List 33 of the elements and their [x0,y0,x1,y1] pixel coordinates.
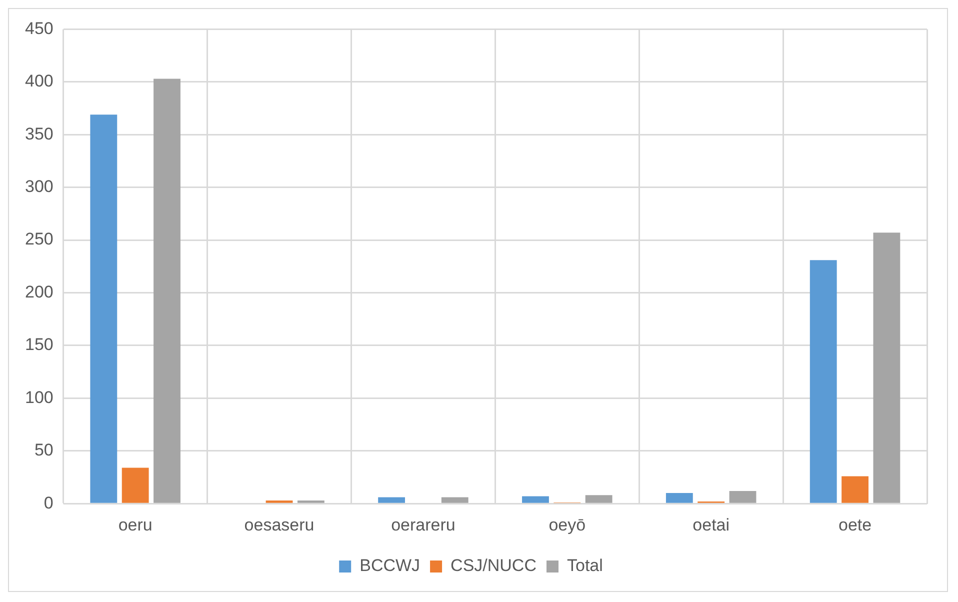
legend-label: Total [566,556,603,576]
y-tick-label: 50 [34,440,54,460]
y-tick-label: 400 [24,72,54,91]
bar [441,497,468,503]
y-tick-label: 0 [44,493,54,512]
y-tick-label: 250 [24,230,54,249]
legend-label: BCCWJ [360,556,420,576]
x-tick-label: oesaseru [244,515,314,534]
legend-label: CSJ/NUCC [450,556,536,576]
bar [378,497,406,503]
y-tick-label: 450 [24,18,54,38]
x-tick-label: oetai [692,515,730,534]
bar [842,476,868,503]
bar [810,260,837,503]
y-tick-label: 200 [24,282,54,302]
x-tick-label: oeyō [548,515,586,534]
bar [873,232,900,503]
y-tick-label: 300 [24,177,54,196]
y-tick-label: 100 [24,388,54,407]
y-tick-label: 150 [24,335,54,354]
x-tick-label: oeru [118,515,152,534]
y-tick-label: 350 [24,124,54,144]
bar [122,468,149,503]
bar [729,490,756,503]
bar [266,500,293,503]
bar [666,493,693,503]
x-tick-label: oete [838,515,872,534]
bar [90,114,118,503]
bar [154,78,180,503]
bar [297,500,324,503]
bar [522,496,549,503]
bar [585,495,612,503]
x-tick-label: oerareru [391,515,456,534]
